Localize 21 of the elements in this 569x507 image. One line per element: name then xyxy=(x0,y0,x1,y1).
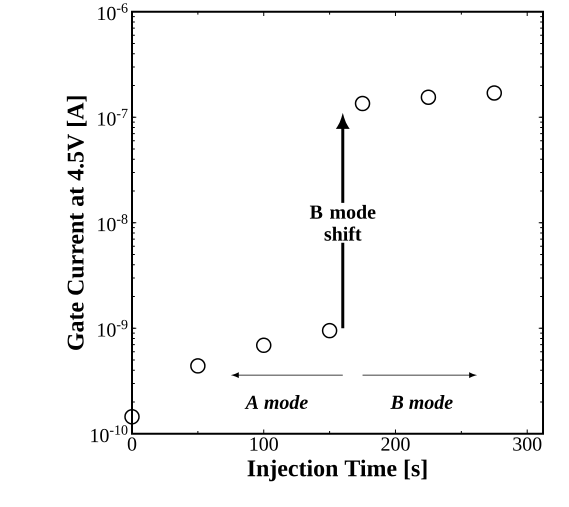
x-axis-title: Injection Time [s] xyxy=(248,460,426,482)
y-axis-title: Gate Current at 4.5V [A] xyxy=(66,96,87,350)
point xyxy=(486,85,502,101)
point xyxy=(354,96,370,112)
point xyxy=(420,90,436,106)
annotation: B mode xyxy=(390,395,453,410)
point xyxy=(190,358,206,374)
annotation: A mode xyxy=(244,395,308,410)
x-tick-label: 300 xyxy=(513,437,542,451)
point xyxy=(124,409,140,425)
y-tick-label: 10$^{-10}$ xyxy=(91,425,128,442)
point xyxy=(256,338,272,354)
x-tick-label: 0 xyxy=(128,437,136,451)
point xyxy=(322,323,338,338)
annotation: B mode shift xyxy=(310,204,376,241)
y-tick-label: 10$^{-7}$ xyxy=(98,108,128,126)
x-tick-label: 200 xyxy=(381,437,410,451)
y-tick-label: 10$^{-6}$ xyxy=(98,3,128,20)
y-tick-label: 10$^{-8}$ xyxy=(98,214,128,232)
x-tick-label: 100 xyxy=(250,437,278,451)
y-tick-label: 10$^{-9}$ xyxy=(98,320,128,337)
